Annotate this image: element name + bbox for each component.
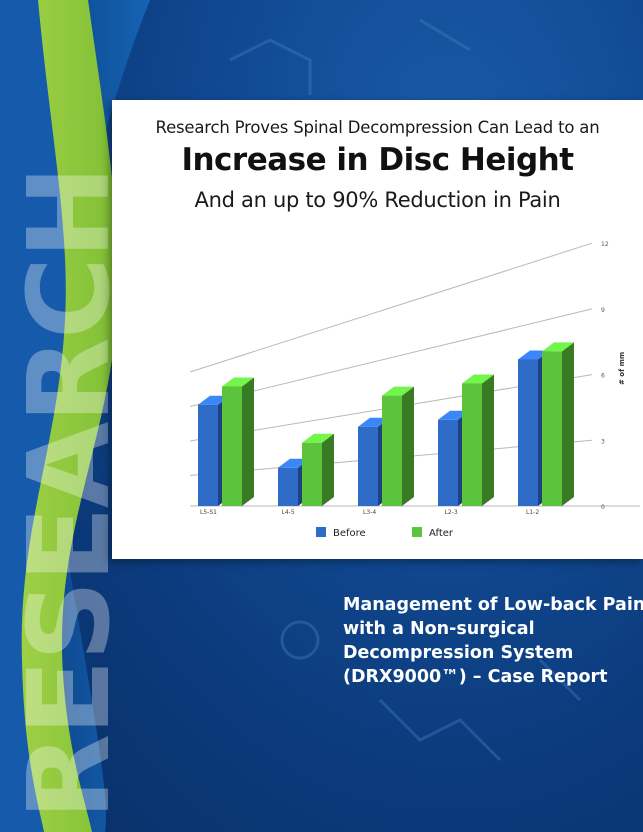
chart-legend: Before After bbox=[316, 527, 454, 539]
bar-before bbox=[438, 419, 458, 506]
bar-after bbox=[542, 351, 562, 506]
y-tick-label: 12 bbox=[601, 241, 609, 248]
y-tick-label: 9 bbox=[601, 307, 605, 314]
headline-line-3: And an up to 90% Reduction in Pain bbox=[194, 188, 561, 212]
gridline bbox=[189, 242, 593, 373]
bar-side bbox=[322, 433, 334, 506]
legend-label-after: After bbox=[429, 528, 454, 539]
bar-after bbox=[222, 386, 242, 506]
bar-side bbox=[402, 386, 414, 506]
gridline bbox=[189, 308, 593, 407]
y-tick-label: 0 bbox=[601, 504, 605, 511]
bar-side bbox=[482, 374, 494, 506]
bar-side bbox=[562, 342, 574, 506]
bar-chart: 0 3 6 9 12 # of mm L5-S1 L4-5 L3-4 L2-3 L1-2 Befor… bbox=[189, 241, 640, 539]
legend-swatch-after bbox=[412, 527, 422, 537]
legend-label-before: Before bbox=[333, 528, 366, 539]
y-axis-label: # of mm bbox=[618, 352, 626, 385]
headline-title: Increase in Disc Height bbox=[181, 142, 574, 178]
y-tick-label: 3 bbox=[601, 438, 605, 445]
caption-line-4: (DRX9000™) – Case Report bbox=[343, 667, 608, 687]
bar-before bbox=[278, 467, 298, 506]
bar-top bbox=[382, 386, 414, 396]
bar-after bbox=[382, 395, 402, 506]
inner-blue-band bbox=[0, 0, 66, 832]
molecule-decoration bbox=[229, 18, 582, 762]
caption-line-1: Management of Low-back Pain bbox=[343, 595, 643, 615]
report-caption: Management of Low-back Pain with a Non-s… bbox=[343, 593, 643, 689]
bar-after bbox=[462, 383, 482, 506]
caption-line-2: with a Non-surgical bbox=[343, 619, 535, 639]
bar-top bbox=[542, 342, 574, 352]
bar-side bbox=[242, 377, 254, 506]
x-tick-label: L4-5 bbox=[282, 509, 295, 516]
caption-line-3: Decompression System bbox=[343, 643, 574, 663]
y-tick-label: 6 bbox=[601, 373, 605, 380]
headline-line-1: Research Proves Spinal Decompression Can… bbox=[155, 118, 600, 137]
bar-top bbox=[222, 377, 254, 387]
x-tick-label: L5-S1 bbox=[200, 509, 217, 516]
legend-swatch-before bbox=[316, 527, 326, 537]
chart-bars bbox=[198, 342, 574, 506]
chart-labels: 0 3 6 9 12 # of mm L5-S1 L4-5 L3-4 L2-3 L1-2 bbox=[200, 241, 626, 516]
bar-after bbox=[302, 442, 322, 506]
bar-before bbox=[198, 404, 218, 506]
bar-top bbox=[302, 433, 334, 443]
bar-before bbox=[518, 359, 538, 506]
x-tick-label: L1-2 bbox=[526, 509, 539, 516]
x-tick-label: L3-4 bbox=[363, 509, 376, 516]
bar-top bbox=[462, 374, 494, 384]
x-tick-label: L2-3 bbox=[445, 509, 458, 516]
bar-before bbox=[358, 426, 378, 506]
